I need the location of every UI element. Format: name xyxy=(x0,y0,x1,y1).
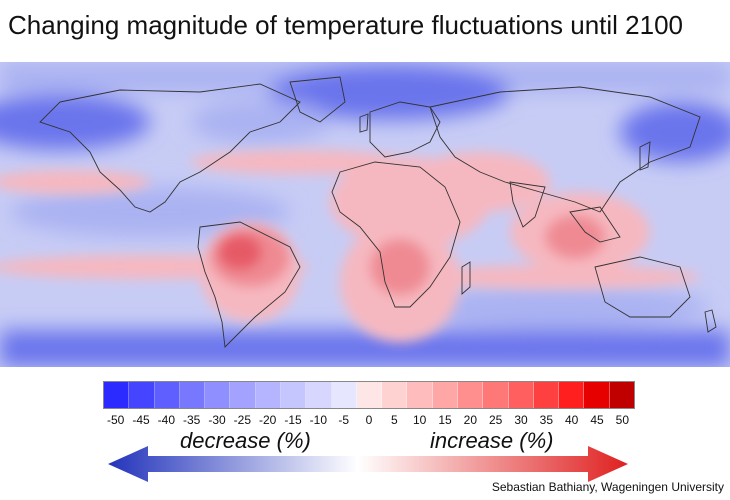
color-scale-bar xyxy=(103,381,635,409)
color-scale-cell xyxy=(230,382,256,408)
uk-outline xyxy=(359,113,369,133)
decrease-label: decrease (%) xyxy=(180,428,311,453)
double-arrow-icon xyxy=(108,446,628,482)
australia-outline xyxy=(594,256,691,318)
color-scale-tick-label: -10 xyxy=(309,413,327,427)
asia-outline xyxy=(429,86,701,213)
color-scale-tick-label: -30 xyxy=(208,413,226,427)
color-scale-cell xyxy=(533,382,560,408)
color-scale-tick-label: 0 xyxy=(365,413,373,427)
color-scale-tick-label: 35 xyxy=(539,413,554,427)
color-scale-tick-label: 50 xyxy=(615,413,630,427)
decrease-regions xyxy=(0,62,730,367)
color-scale-cell xyxy=(356,382,383,408)
color-scale-tick-label: -35 xyxy=(182,413,201,427)
color-scale-cell xyxy=(407,382,433,408)
greenland-outline xyxy=(289,76,346,123)
color-scale-cell xyxy=(432,382,458,408)
color-scale-tick-label: 30 xyxy=(514,413,528,427)
africa-outline xyxy=(331,161,461,308)
color-scale-cell xyxy=(584,382,610,408)
color-scale-cell xyxy=(457,382,484,408)
new-zealand-outline xyxy=(704,309,717,333)
color-scale-cell xyxy=(129,382,155,408)
increase-label: increase (%) xyxy=(430,428,554,453)
color-scale-tick-label: 40 xyxy=(564,413,579,427)
color-scale-tick-label: -15 xyxy=(284,413,302,427)
color-scale-tick-label: 10 xyxy=(412,413,427,427)
color-scale-cell xyxy=(382,382,408,408)
color-scale-tick-label: 5 xyxy=(390,413,398,427)
india-outline xyxy=(509,181,546,228)
se-asia-outline xyxy=(569,206,621,243)
color-scale-cell xyxy=(280,382,307,408)
north-america-outline xyxy=(39,83,301,213)
color-scale-tick-label: -5 xyxy=(338,413,349,427)
color-scale-ticks: -50 -45 -40 -35 -30 -25 -20 -15 -10 -5 0 5 10 15 20 25 3… xyxy=(103,413,635,429)
madagascar-outline xyxy=(461,261,471,295)
color-scale-cell xyxy=(306,382,332,408)
color-scale-tick-label: -45 xyxy=(132,413,150,427)
page-title: Changing magnitude of temperature fluctu… xyxy=(8,10,683,40)
credit-text: Sebastian Bathiany, Wageningen Universit… xyxy=(491,480,724,494)
europe-outline xyxy=(369,101,441,158)
color-scale-tick-label: -50 xyxy=(106,413,125,427)
japan-outline xyxy=(639,141,651,171)
increase-regions xyxy=(0,150,700,342)
color-scale-tick-label: 25 xyxy=(488,413,503,427)
color-scale-cell xyxy=(179,382,206,408)
continent-outlines xyxy=(39,76,717,348)
color-scale-cell xyxy=(205,382,231,408)
color-scale-cell xyxy=(508,382,534,408)
color-scale-tick-label: -20 xyxy=(258,413,277,427)
color-scale-cell xyxy=(609,382,634,408)
color-scale-tick-label: -40 xyxy=(157,413,175,427)
color-scale-cell xyxy=(331,382,357,408)
color-scale-cell xyxy=(154,382,180,408)
color-scale-cell xyxy=(255,382,281,408)
world-map xyxy=(0,62,730,367)
color-scale-cell xyxy=(104,382,130,408)
direction-arrow xyxy=(108,444,628,484)
color-scale-tick-label: -25 xyxy=(233,413,251,427)
color-scale-cell xyxy=(483,382,509,408)
color-scale-tick-label: 15 xyxy=(438,413,452,427)
color-scale-tick-label: 45 xyxy=(590,413,604,427)
south-america-outline xyxy=(197,221,301,348)
color-scale-cell xyxy=(559,382,585,408)
world-map-svg xyxy=(0,62,730,367)
color-scale-tick-label: 20 xyxy=(463,413,478,427)
